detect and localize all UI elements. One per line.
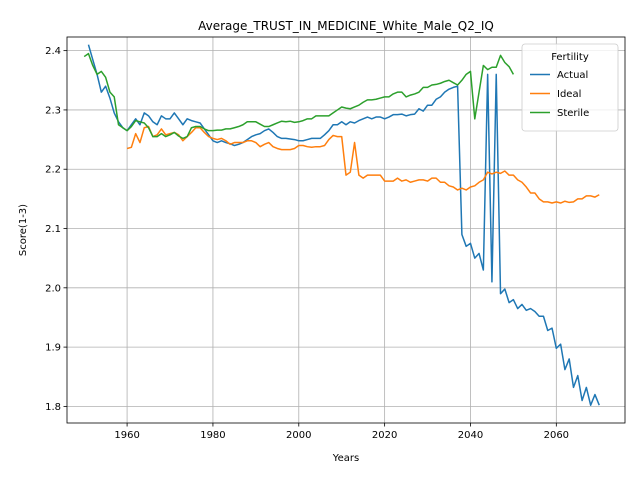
legend-items: Actual Ideal Sterile [530, 70, 589, 119]
x-tick-label: 1980 [200, 430, 225, 441]
y-tick-label: 2.4 [45, 46, 61, 57]
x-axis-label: Years [332, 453, 359, 464]
y-axis-ticks: 1.8 1.9 2.0 2.1 2.2 2.3 2.4 [45, 46, 67, 413]
chart-title: Average_TRUST_IN_MEDICINE_White_Male_Q2_… [198, 19, 494, 33]
y-tick-label: 2.0 [45, 283, 61, 294]
series-line-actual [87, 44, 600, 406]
y-tick-label: 1.8 [45, 402, 61, 413]
x-tick-label: 2040 [458, 430, 483, 441]
legend-label-actual: Actual [557, 70, 588, 81]
x-tick-label: 2060 [544, 430, 569, 441]
series-line-ideal [126, 125, 600, 204]
y-tick-label: 1.9 [45, 343, 61, 354]
x-axis-ticks: 1960 1980 2000 2020 2040 2060 [114, 423, 569, 441]
legend-title: Fertility [551, 52, 589, 63]
x-tick-label: 1960 [114, 430, 139, 441]
x-tick-label: 2020 [372, 430, 397, 441]
x-tick-label: 2000 [286, 430, 311, 441]
y-tick-label: 2.2 [45, 165, 61, 176]
legend-label-ideal: Ideal [557, 89, 581, 100]
series-line-sterile [83, 52, 515, 140]
y-tick-label: 2.3 [45, 105, 61, 116]
y-tick-label: 2.1 [45, 224, 61, 235]
plot-frame [66, 36, 626, 424]
y-axis-label: Score(1-3) [18, 204, 29, 256]
legend-box [521, 43, 619, 132]
legend-label-sterile: Sterile [557, 108, 589, 119]
legend: Fertility Actual Ideal Sterile [521, 43, 619, 132]
plot-lines [83, 44, 600, 406]
